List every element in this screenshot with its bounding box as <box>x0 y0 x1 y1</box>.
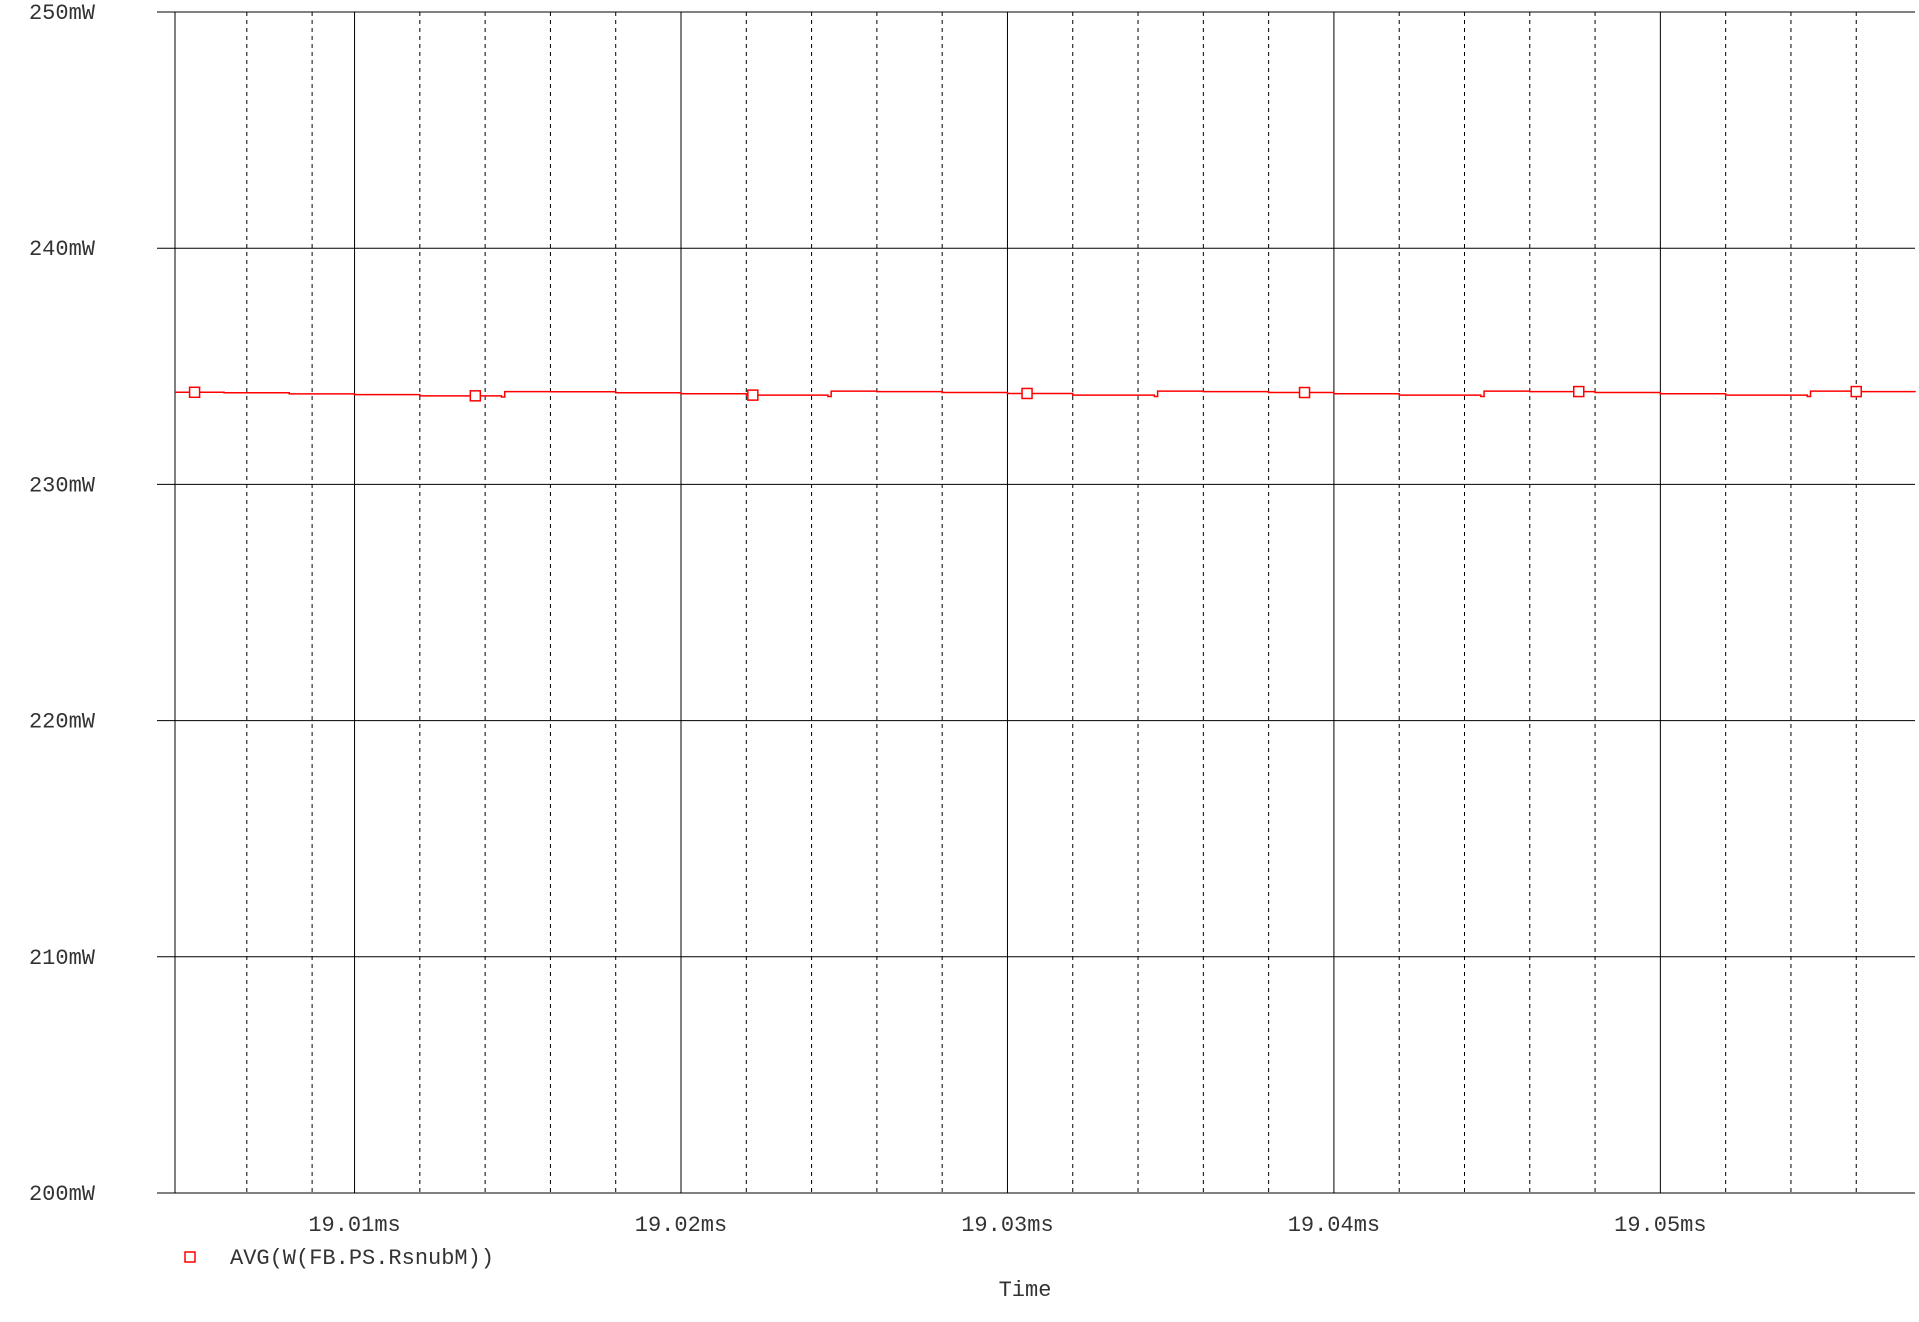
x-axis-label: Time <box>999 1278 1052 1303</box>
y-tick-label: 200mW <box>29 1182 96 1207</box>
major-gridlines <box>157 11 1915 1194</box>
y-tick-label: 210mW <box>29 946 96 971</box>
y-tick-label: 220mW <box>29 710 96 735</box>
y-tick-label: 240mW <box>29 237 96 262</box>
series-marker <box>1573 385 1585 398</box>
y-tick-label: 230mW <box>29 473 96 498</box>
series-marker <box>188 386 201 399</box>
x-tick-label: 19.02ms <box>635 1213 727 1238</box>
series-marker <box>747 389 759 401</box>
y-tick-label: 250mW <box>29 1 96 26</box>
series-marker <box>469 390 482 402</box>
x-tick-label: 19.01ms <box>308 1213 400 1238</box>
x-tick-label: 19.03ms <box>961 1213 1053 1238</box>
series-line <box>175 390 1916 398</box>
x-tick-label: 19.05ms <box>1614 1213 1706 1238</box>
series-layer <box>175 385 1916 402</box>
legend-label: AVG(W(FB.PS.RsnubM)) <box>230 1246 494 1271</box>
x-axis-ticks: 19.01ms 19.02ms 19.03ms 19.04ms 19.05ms <box>308 1213 1706 1238</box>
legend[interactable]: AVG(W(FB.PS.RsnubM)) <box>184 1246 494 1271</box>
minor-gridlines <box>246 12 1857 1193</box>
series-marker <box>1298 386 1311 399</box>
x-tick-label: 19.04ms <box>1288 1213 1380 1238</box>
series-marker <box>1021 387 1033 400</box>
y-axis-ticks: 200mW 210mW 220mW 230mW 240mW 250mW <box>29 1 96 1207</box>
series-marker <box>1850 385 1862 398</box>
legend-marker-square <box>184 1251 196 1263</box>
